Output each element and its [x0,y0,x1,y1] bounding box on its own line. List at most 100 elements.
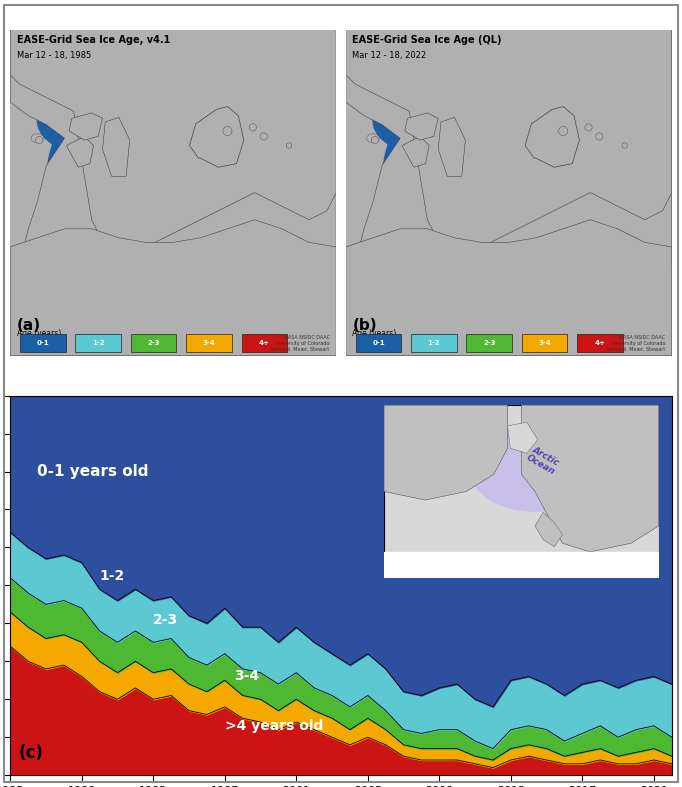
Polygon shape [48,235,99,304]
Polygon shape [409,86,604,229]
Polygon shape [10,220,336,356]
Polygon shape [404,113,439,140]
Text: 1-2: 1-2 [100,569,125,583]
Polygon shape [60,70,286,297]
Polygon shape [260,133,267,140]
Polygon shape [201,120,300,165]
Polygon shape [65,134,91,165]
FancyBboxPatch shape [76,334,121,353]
FancyBboxPatch shape [411,334,457,353]
Text: 0-1: 0-1 [372,340,385,346]
Polygon shape [87,98,259,269]
Polygon shape [346,30,672,247]
Polygon shape [525,106,580,167]
Text: NASA NSIDC DAAC
University of Colorado
Tuchsudi, Meier, Stewart: NASA NSIDC DAAC University of Colorado T… [605,334,665,353]
Text: 1-2: 1-2 [92,340,104,346]
Polygon shape [76,147,108,201]
FancyBboxPatch shape [20,334,65,353]
Polygon shape [286,142,292,148]
Text: 4+: 4+ [595,340,606,346]
Polygon shape [69,113,102,140]
Polygon shape [205,165,286,256]
Polygon shape [69,111,101,139]
Polygon shape [249,124,256,131]
Text: >4 years old: >4 years old [225,719,323,733]
Polygon shape [577,147,599,183]
FancyBboxPatch shape [466,334,512,353]
FancyBboxPatch shape [356,334,401,353]
Polygon shape [218,120,237,139]
Text: 1-2: 1-2 [428,340,440,346]
Polygon shape [10,30,336,247]
Text: Age (years): Age (years) [17,330,61,338]
Polygon shape [243,117,257,132]
Polygon shape [35,136,43,144]
Polygon shape [284,138,298,148]
Polygon shape [91,120,228,238]
Polygon shape [382,57,636,310]
Polygon shape [371,136,379,144]
Polygon shape [436,116,464,175]
Polygon shape [559,127,567,135]
Polygon shape [241,147,264,183]
Polygon shape [38,88,128,152]
FancyBboxPatch shape [186,334,232,353]
Polygon shape [31,134,44,142]
Polygon shape [187,106,246,165]
Text: 3-4: 3-4 [234,670,259,683]
Polygon shape [384,235,434,304]
Polygon shape [102,117,130,176]
FancyBboxPatch shape [522,334,567,353]
Polygon shape [98,109,248,259]
Polygon shape [522,106,581,165]
Polygon shape [400,134,428,165]
Text: Age (years): Age (years) [353,330,397,338]
Text: 4+: 4+ [259,340,270,346]
Text: EASE-Grid Sea Ice Age (QL): EASE-Grid Sea Ice Age (QL) [353,35,502,45]
Text: NASA NSIDC DAAC
University of Colorado
Tuchsudi, Meier, Stewart: NASA NSIDC DAAC University of Colorado T… [269,334,329,353]
Polygon shape [411,147,444,201]
Text: 2-3: 2-3 [483,340,496,346]
Polygon shape [404,111,436,139]
Polygon shape [373,88,464,152]
FancyBboxPatch shape [241,334,287,353]
Polygon shape [346,220,672,356]
Polygon shape [622,142,627,148]
Polygon shape [454,129,491,157]
Polygon shape [66,136,93,167]
Polygon shape [223,127,232,135]
Polygon shape [456,129,507,169]
FancyBboxPatch shape [10,30,336,356]
Polygon shape [554,120,572,139]
Polygon shape [10,30,336,265]
Polygon shape [119,197,173,238]
FancyBboxPatch shape [131,334,177,353]
FancyBboxPatch shape [346,30,672,356]
Polygon shape [76,86,271,281]
Polygon shape [474,169,563,249]
Text: 2-3: 2-3 [153,612,179,626]
Text: 3-4: 3-4 [203,340,216,346]
Text: Mar 12 - 18, 2022: Mar 12 - 18, 2022 [353,51,426,60]
Polygon shape [541,165,622,256]
Polygon shape [439,117,465,176]
Text: EASE-Grid Sea Ice Age, v4.1: EASE-Grid Sea Ice Age, v4.1 [17,35,170,45]
Text: (c): (c) [19,744,44,762]
Text: (a): (a) [17,318,41,333]
Polygon shape [585,124,592,131]
Polygon shape [346,30,672,265]
Polygon shape [402,136,429,167]
Polygon shape [619,138,634,148]
Text: Mar 12 - 18, 1985: Mar 12 - 18, 1985 [17,51,91,60]
Polygon shape [101,116,128,175]
Text: (b): (b) [353,318,377,333]
Text: 3-4: 3-4 [538,340,551,346]
FancyBboxPatch shape [577,334,623,353]
Polygon shape [60,70,286,297]
Text: 0-1: 0-1 [37,340,49,346]
Polygon shape [596,133,603,140]
Polygon shape [367,134,379,142]
Polygon shape [254,124,273,142]
Text: 2-3: 2-3 [147,340,160,346]
Polygon shape [450,127,477,149]
